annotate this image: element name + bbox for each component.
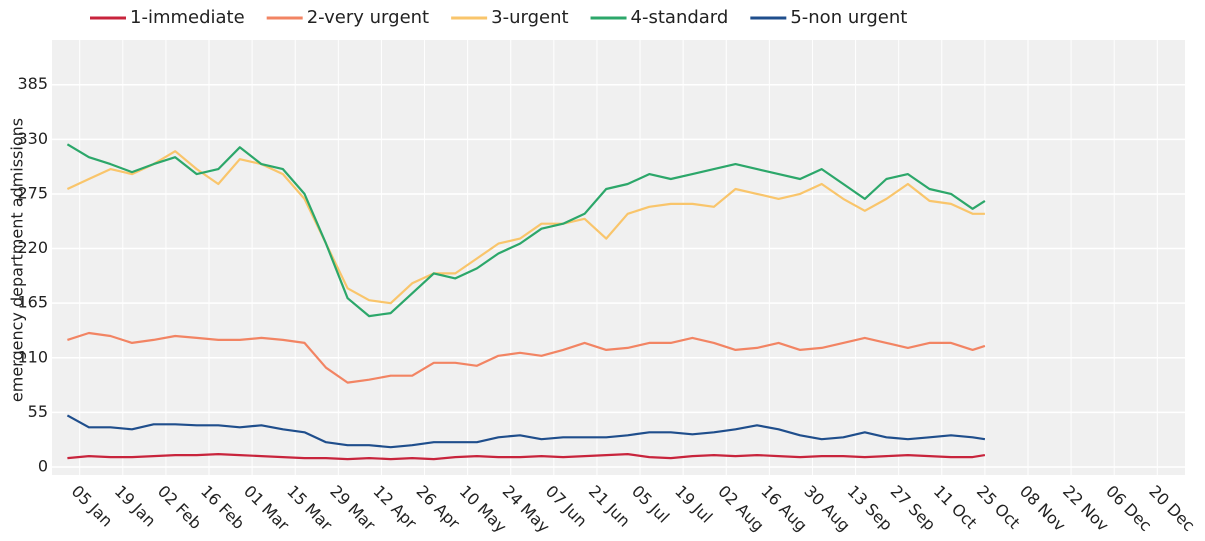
x-tick-label: 22 Nov: [1059, 482, 1113, 536]
grid: [52, 40, 1185, 475]
plot-background: [52, 40, 1185, 475]
x-tick-label: 27 Sep: [887, 482, 940, 535]
series-line: [66, 143, 986, 318]
series-line: [67, 453, 986, 461]
x-tick-label: 08 Nov: [1016, 482, 1070, 536]
x-tick-label: 05 Jul: [628, 482, 673, 527]
x-tick-label: 29 Mar: [326, 482, 379, 535]
x-tick-label: 20 Dec: [1145, 482, 1198, 535]
legend-label: 4-standard: [631, 7, 729, 28]
x-tick-label: 30 Aug: [800, 482, 854, 536]
y-tick-label: 0: [38, 457, 48, 476]
x-tick-label: 21 Jun: [585, 482, 634, 531]
x-tick-label: 19 Jul: [671, 482, 716, 527]
y-axis-title: emergency department admissions: [8, 118, 27, 402]
series-line: [66, 150, 985, 305]
x-tick-label: 01 Mar: [240, 482, 293, 535]
x-tick-label: 05 Jan: [68, 482, 117, 531]
y-tick-label: 165: [17, 293, 48, 312]
y-tick-label: 330: [17, 129, 48, 148]
legend-label: 2-very urgent: [307, 7, 429, 28]
y-tick-label: 385: [17, 74, 48, 93]
y-tick-label: 220: [17, 238, 48, 257]
y-tick-label: 275: [17, 183, 48, 202]
x-tick-label: 02 Aug: [714, 482, 768, 536]
x-tick-label: 16 Aug: [757, 482, 811, 536]
x-tick-label: 11 Oct: [930, 482, 981, 533]
x-tick-label: 02 Feb: [154, 482, 205, 533]
legend-label: 3-urgent: [491, 7, 568, 28]
x-tick-label: 13 Sep: [844, 482, 897, 535]
y-tick-label: 55: [28, 402, 48, 421]
x-tick-label: 16 Feb: [197, 482, 248, 533]
x-tick-label: 15 Mar: [283, 482, 336, 535]
y-tick-label: 110: [17, 347, 48, 366]
x-tick-label: 12 Apr: [369, 482, 420, 533]
x-tick-label: 19 Jan: [111, 482, 160, 531]
legend: 1-immediate 2-very urgent 3-urgent 4-standa…: [90, 7, 907, 28]
x-tick-label: 26 Apr: [413, 482, 464, 533]
x-tick-label: 10 May: [456, 482, 511, 537]
legend-label: 1-immediate: [130, 7, 245, 28]
series-line: [67, 331, 986, 384]
legend-label: 5-non urgent: [790, 7, 907, 28]
x-tick-label: 06 Dec: [1102, 482, 1155, 535]
x-tick-label: 25 Oct: [973, 482, 1024, 533]
x-tick-label: 24 May: [499, 482, 554, 537]
lines: [66, 143, 986, 461]
series-line: [66, 414, 986, 449]
